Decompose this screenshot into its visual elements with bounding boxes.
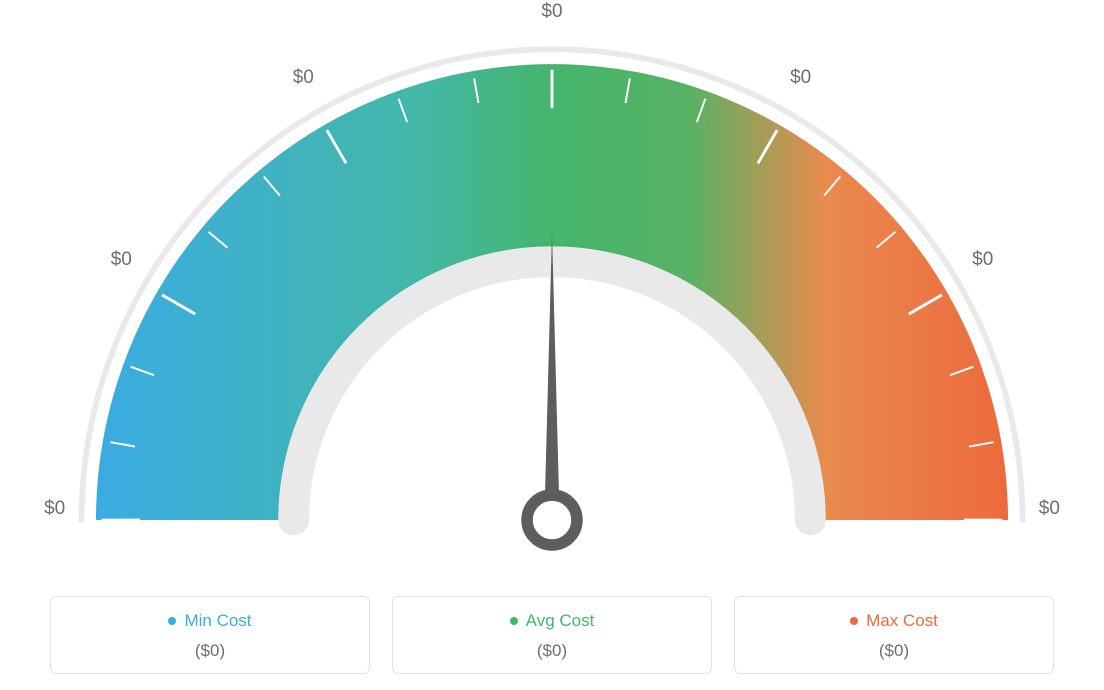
legend-row: Min Cost ($0) Avg Cost ($0) Max Cost ($0…: [0, 596, 1104, 674]
legend-card-max: Max Cost ($0): [734, 596, 1054, 674]
gauge-tick-label: $0: [111, 249, 132, 271]
gauge-tick-label: $0: [1039, 498, 1060, 520]
dot-icon: [510, 617, 518, 625]
legend-label-avg: Avg Cost: [526, 611, 595, 631]
legend-card-avg: Avg Cost ($0): [392, 596, 712, 674]
gauge-tick-label: $0: [541, 1, 562, 23]
dot-icon: [850, 617, 858, 625]
gauge-chart: $0 $0 $0 $0 $0 $0 $0: [22, 0, 1082, 560]
gauge-tick-label: $0: [44, 498, 65, 520]
legend-card-min: Min Cost ($0): [50, 596, 370, 674]
gauge-tick-label: $0: [293, 67, 314, 89]
legend-label-min: Min Cost: [184, 611, 251, 631]
legend-value-max: ($0): [745, 641, 1043, 661]
legend-value-avg: ($0): [403, 641, 701, 661]
gauge-cost-widget: $0 $0 $0 $0 $0 $0 $0 Min Cost ($0) Avg Cost ($…: [0, 0, 1104, 690]
legend-label-max: Max Cost: [866, 611, 938, 631]
legend-value-min: ($0): [61, 641, 359, 661]
gauge-tick-label: $0: [972, 249, 993, 271]
dot-icon: [168, 617, 176, 625]
gauge-tick-label: $0: [790, 67, 811, 89]
